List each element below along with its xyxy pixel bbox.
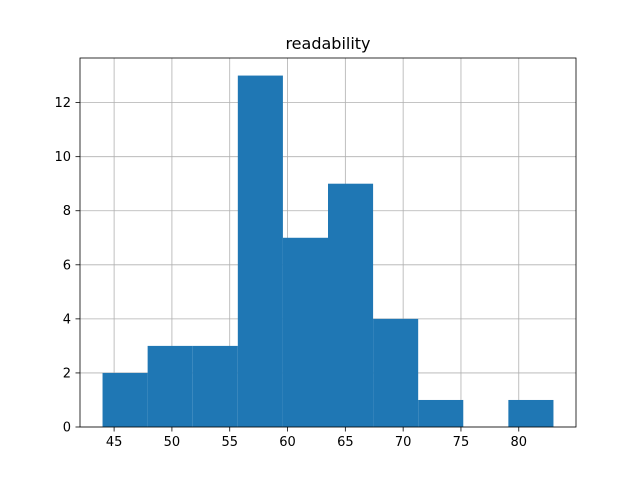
tick-labels: 45 50 55 60 65 70 75 80 0 2 4 6 8 10 12	[54, 96, 527, 450]
x-tick-label: 75	[453, 435, 470, 450]
y-tick-label: 12	[54, 96, 71, 111]
histogram-bar	[237, 75, 283, 428]
histogram-bar	[192, 345, 238, 427]
y-tick-label: 4	[63, 312, 71, 327]
y-tick-label: 6	[63, 258, 71, 273]
x-tick-label: 55	[221, 435, 238, 450]
y-tick-label: 0	[63, 421, 71, 436]
histogram-bar	[418, 399, 464, 427]
x-tick-label: 80	[510, 435, 527, 450]
chart-title: readability	[285, 34, 370, 53]
histogram-bar	[282, 237, 328, 427]
x-tick-label: 70	[395, 435, 412, 450]
histogram-bar	[328, 183, 374, 427]
x-tick-label: 60	[279, 435, 296, 450]
plot-frame	[79, 57, 577, 428]
histogram-bar	[508, 399, 554, 427]
y-tick-label: 10	[54, 150, 71, 165]
histogram-bar	[102, 372, 148, 427]
y-tick-label: 8	[63, 204, 71, 219]
histogram-bars	[102, 75, 554, 428]
histogram-bar	[373, 318, 419, 427]
x-tick-label: 50	[164, 435, 181, 450]
histogram-bar	[147, 345, 193, 427]
axes	[75, 57, 577, 432]
x-tick-label: 45	[106, 435, 123, 450]
y-tick-label: 2	[63, 366, 71, 381]
x-tick-label: 65	[337, 435, 354, 450]
